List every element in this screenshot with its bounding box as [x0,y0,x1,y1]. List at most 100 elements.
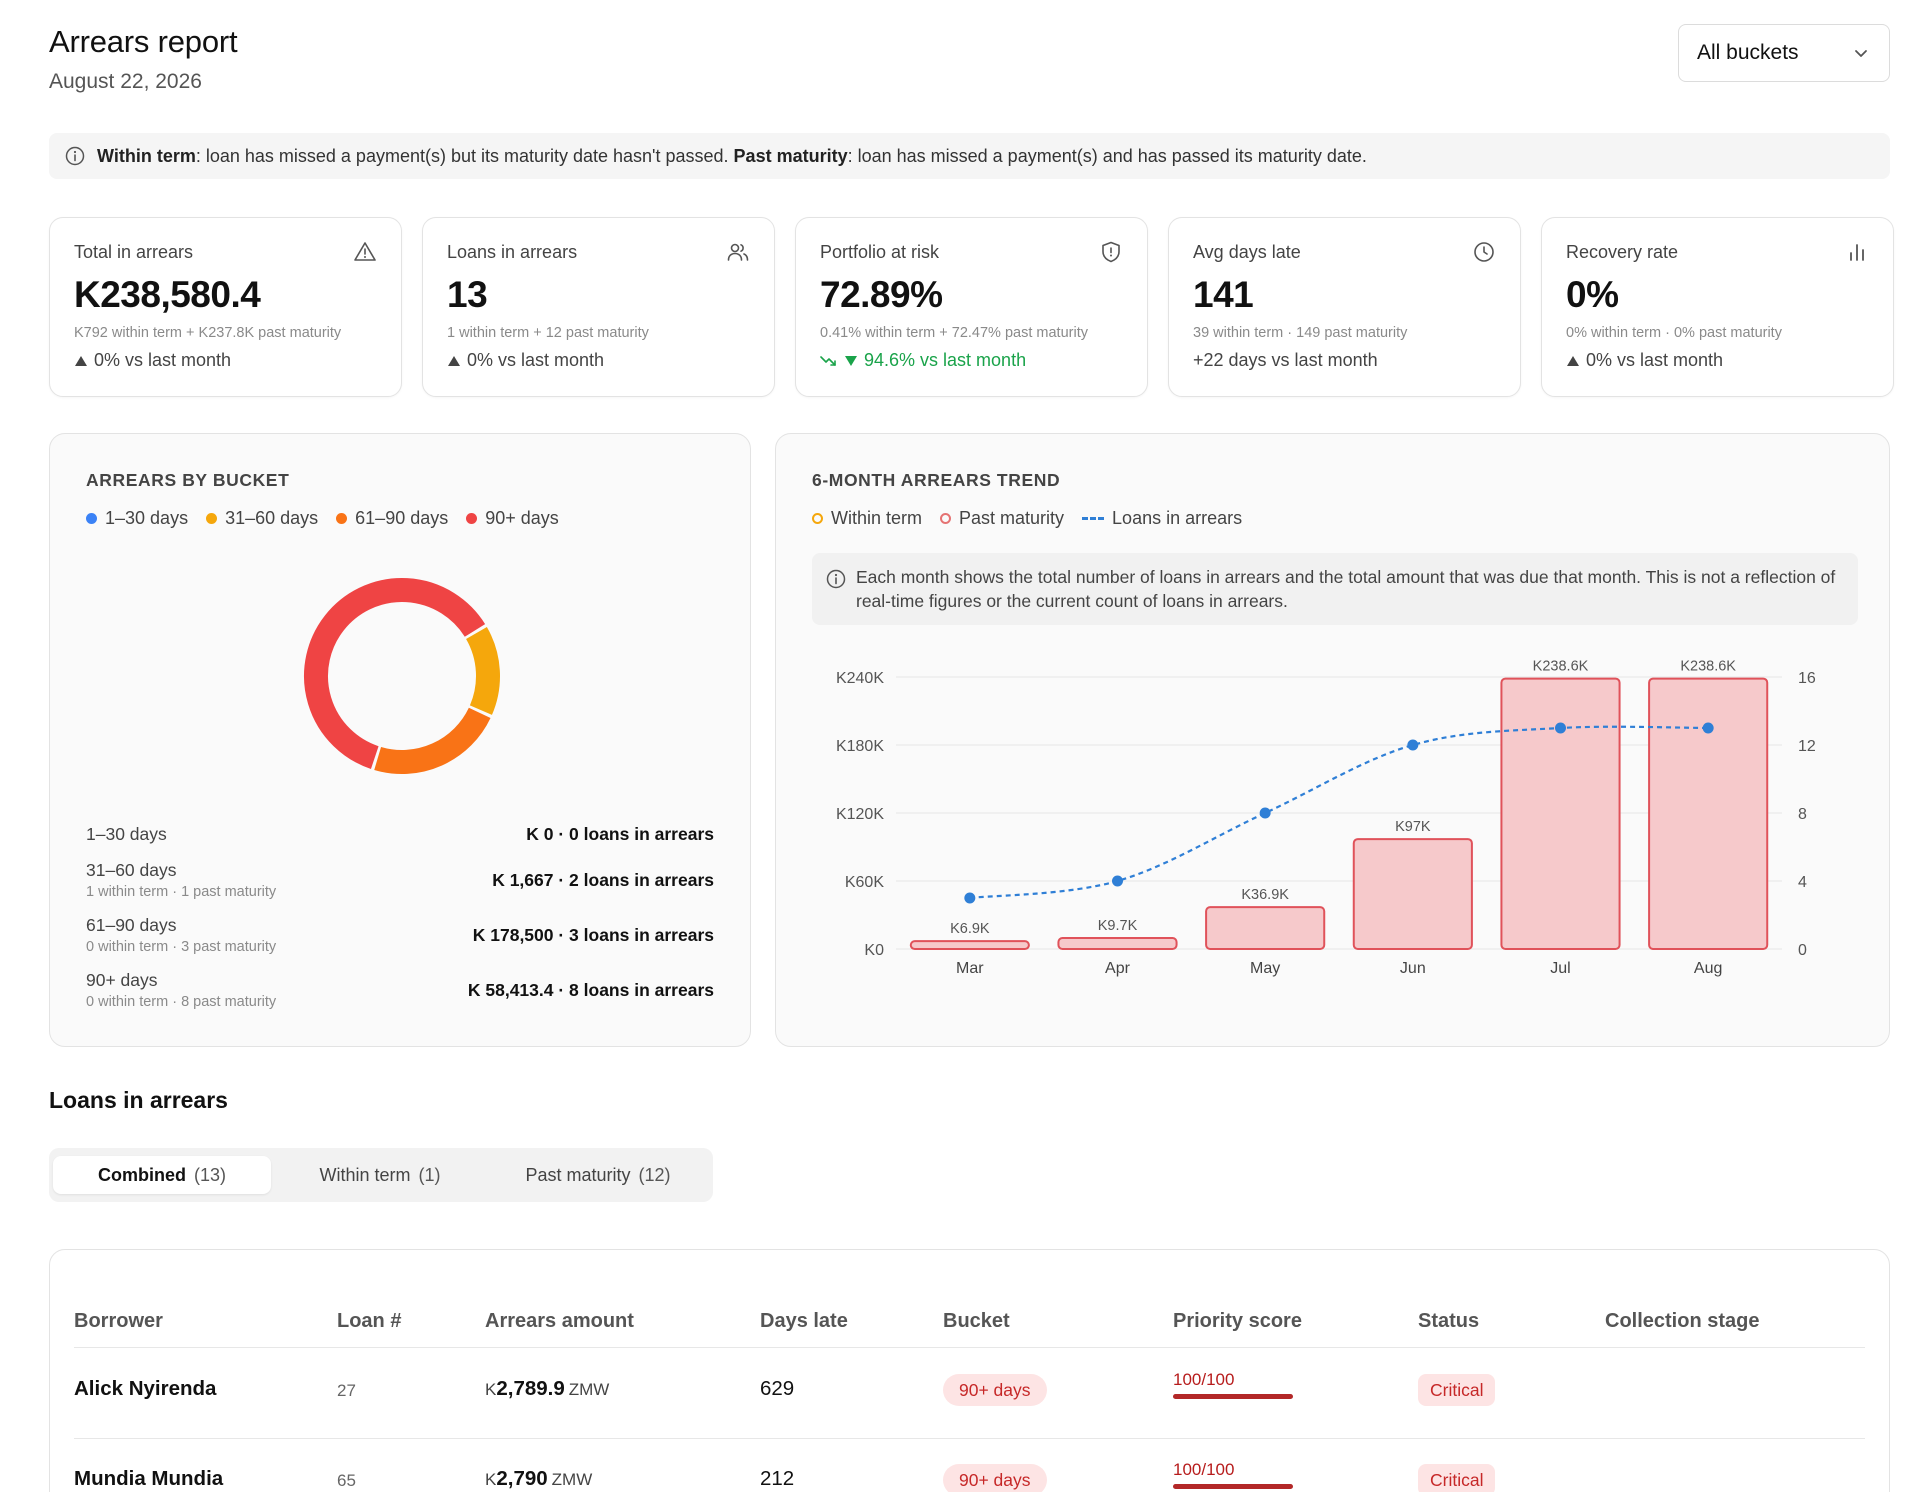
tab-label: Within term [319,1164,411,1185]
bucket-filter-select[interactable]: All buckets [1678,24,1890,82]
y2-tick-label: 4 [1798,874,1807,891]
kpi-portfolio-at-risk: Portfolio at risk 72.89% 0.41% within te… [795,217,1148,397]
legend-label: Within term [831,508,923,528]
currency-symbol: K [485,1380,497,1399]
arrears-by-bucket-panel: ARREARS BY BUCKET 1–30 days 31–60 days 6… [49,433,751,1047]
donut-slice-61-90-days [374,707,491,774]
x-tick-label: Aug [1694,960,1722,977]
y2-tick-label: 16 [1798,670,1816,687]
bucket-donut-chart [304,578,500,774]
legend-label: Past maturity [959,508,1065,528]
amount-value: 2,789.9 [496,1377,565,1400]
column-header-collection-stage[interactable]: Collection stage [1605,1310,1760,1332]
line-point-Apr [1112,875,1123,887]
column-header-borrower[interactable]: Borrower [74,1310,163,1332]
priority-score-text: 100/100 [1173,1460,1235,1479]
bar-value-label: K6.9K [950,921,990,937]
y-tick-label: K240K [836,670,884,687]
bar-Mar [909,940,1030,950]
kpi-breakdown: 39 within term · 149 past maturity [1193,325,1408,341]
bar-value-label: K9.7K [1098,918,1138,934]
trend-legend: Within term Past maturity Loans in arrea… [812,508,1242,529]
currency-code: ZMW [568,1380,610,1399]
bar-chart-icon [1850,244,1864,261]
bucket-row: 90+ days 0 within term · 8 past maturity… [86,970,714,1018]
borrower-name[interactable]: Alick Nyirenda [74,1377,217,1400]
legend-swatch [466,513,478,524]
kpi-breakdown: 0% within term · 0% past maturity [1566,325,1782,341]
kpi-delta-text: 0% vs last month [467,350,605,370]
kpi-loans-in-arrears: Loans in arrears 13 1 within term + 12 p… [422,217,775,397]
panel-title: 6-MONTH ARREARS TREND [812,470,1061,490]
tab-combined[interactable]: Combined (13) [53,1156,271,1194]
trend-info-note: Each month shows the total number of loa… [812,553,1858,625]
bucket-filter-value: All buckets [1697,41,1799,64]
legend-swatch [812,513,823,524]
bucket-row-value: K 0 · 0 loans in arrears [526,824,714,844]
bar-value-label: K36.9K [1241,887,1289,903]
shield-alert-icon [1102,241,1120,263]
bar-Jun [1352,838,1473,951]
tab-past-maturity[interactable]: Past maturity (12) [489,1156,707,1194]
tab-within-term[interactable]: Within term (1) [271,1156,489,1194]
kpi-delta: 94.6% vs last month [820,350,1026,371]
line-point-Aug [1702,722,1714,734]
kpi-value: 72.89% [820,274,943,315]
column-header-bucket[interactable]: Bucket [943,1310,1010,1332]
legend-item: Past maturity [940,508,1064,529]
y2-tick-label: 8 [1798,806,1807,823]
bucket-row: 61–90 days 0 within term · 3 past maturi… [86,915,714,963]
legend-item: 31–60 days [206,508,318,529]
line-point-Jun [1407,739,1419,751]
warning-triangle-icon [354,242,376,261]
kpi-delta: 0% vs last month [74,350,231,371]
line-point-Jul [1555,722,1566,734]
priority-score-bar [1173,1484,1293,1489]
bar-Aug [1648,677,1769,950]
bucket-row-breakdown: 0 within term · 8 past maturity [86,994,277,1010]
kpi-value: K238,580.4 [74,274,261,315]
legend-label: 90+ days [485,508,559,528]
past-maturity-term: Past maturity [733,145,848,166]
legend-label: Loans in arrears [1112,508,1243,528]
info-icon [65,146,85,166]
row-divider [74,1438,1865,1439]
priority-score-text: 100/100 [1173,1370,1235,1389]
kpi-label: Loans in arrears [447,242,578,262]
loans-table: Borrower Loan # Arrears amount Days late… [49,1249,1890,1492]
legend-swatch [940,513,952,524]
column-header-status[interactable]: Status [1418,1310,1480,1332]
x-tick-label: Apr [1105,960,1131,977]
donut-slice-31-60-days [465,627,500,715]
tab-count: (12) [638,1164,671,1185]
arrears-trend-chart: K0 K60K K120K K180K K240K 0 4 8 12 16 K6.9K Mar K9.7… [836,659,1816,977]
bar-Apr [1057,937,1178,950]
bar-value-label: K238.6K [1533,659,1589,675]
kpi-delta: +22 days vs last month [1193,350,1378,371]
legend-label: 61–90 days [355,508,449,528]
kpi-value: 13 [447,274,488,315]
definitions-text: Within term: loan has missed a payment(s… [97,146,1367,167]
triangle-down-icon [845,355,857,366]
bar-value-label: K238.6K [1680,659,1736,675]
tab-label: Combined [97,1164,186,1185]
y-tick-label: K60K [845,874,884,891]
kpi-label: Avg days late [1193,242,1301,262]
x-tick-label: Mar [956,960,984,977]
kpi-total-in-arrears: Total in arrears K238,580.4 K792 within … [49,217,402,397]
currency-symbol: K [485,1470,497,1489]
past-maturity-definition: : loan has missed a payment(s) and has p… [847,145,1367,166]
y2-tick-label: 12 [1798,738,1816,755]
bar-value-label: K97K [1395,819,1431,835]
column-header-days-late[interactable]: Days late [760,1310,848,1332]
column-header-loan-number[interactable]: Loan # [337,1310,402,1332]
status-badge: Critical [1418,1374,1496,1406]
borrower-name[interactable]: Mundia Mundia [74,1467,224,1490]
bucket-row: 1–30 days K 0 · 0 loans in arrears [86,824,714,854]
y-tick-label: K120K [836,806,884,823]
trend-note-text: Each month shows the total number of loa… [856,567,1836,611]
legend-swatch [1082,517,1105,520]
kpi-recovery-rate: Recovery rate 0% 0% within term · 0% pas… [1541,217,1894,397]
column-header-priority-score[interactable]: Priority score [1173,1310,1302,1332]
column-header-arrears-amount[interactable]: Arrears amount [485,1310,634,1332]
